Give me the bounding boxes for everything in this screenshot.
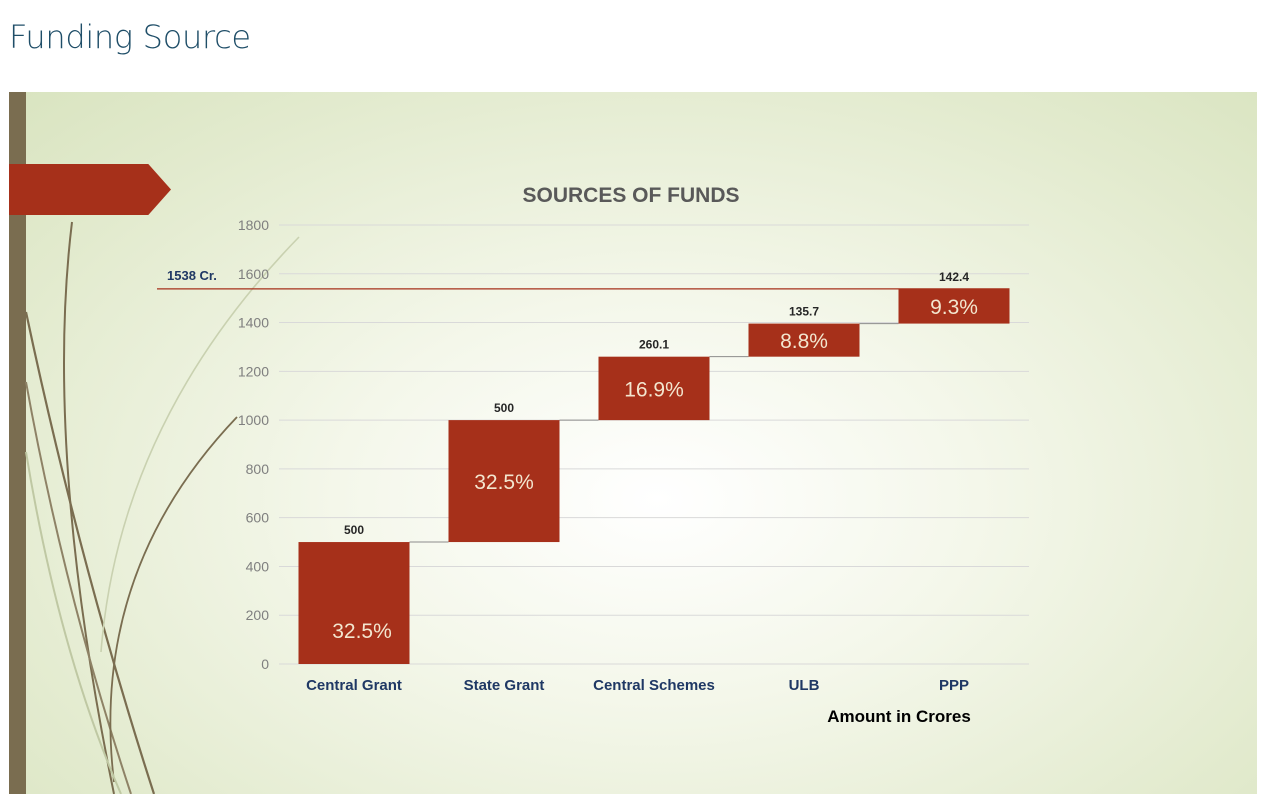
category-label: ULB	[789, 677, 820, 694]
percent-label: 9.3%	[930, 296, 978, 319]
value-label: 500	[494, 401, 514, 415]
category-label: Central Grant	[306, 677, 402, 694]
y-tick-label: 1400	[238, 315, 269, 331]
y-tick-label: 1000	[238, 412, 269, 428]
reference-line-label: 1538 Cr.	[167, 268, 217, 283]
waterfall-chart: SOURCES OF FUNDS 0 200 400 600 800 1000 1200 14…	[157, 184, 1029, 726]
percent-label: 16.9%	[624, 378, 684, 401]
decorative-swooshes	[24, 221, 300, 794]
percent-label: 32.5%	[332, 620, 392, 643]
x-axis-categories: Central Grant State Grant Central Schemes U…	[306, 677, 969, 694]
y-axis-ticks: 0 200 400 600 800 1000 1200 1400 1600 1800	[238, 217, 269, 672]
y-tick-label: 200	[246, 607, 270, 623]
value-label: 260.1	[639, 338, 669, 352]
bar	[298, 542, 410, 664]
y-tick-label: 1800	[238, 217, 269, 233]
flag-banner	[9, 164, 171, 215]
value-label: 500	[344, 523, 364, 537]
bar	[748, 323, 860, 357]
y-tick-label: 800	[246, 461, 270, 477]
value-label: 142.4	[939, 270, 969, 284]
reference-line-group: 1538 Cr.	[157, 268, 1010, 290]
y-tick-label: 0	[261, 656, 269, 672]
y-tick-label: 400	[246, 558, 270, 574]
category-label: State Grant	[464, 677, 545, 694]
connector-lines	[409, 323, 899, 543]
bar	[448, 420, 560, 543]
data-labels: 500 32.5% 500 32.5% 260.1 16.9% 135.7 8.8% 142.4…	[332, 270, 978, 643]
chart-title: SOURCES OF FUNDS	[522, 184, 739, 207]
bar	[598, 356, 710, 421]
slide-side-bar	[9, 92, 26, 794]
percent-label: 32.5%	[474, 471, 534, 494]
value-label: 135.7	[789, 305, 819, 319]
y-tick-label: 1600	[238, 266, 269, 282]
slide-panel: SOURCES OF FUNDS 0 200 400 600 800 1000 1200 14…	[9, 92, 1257, 794]
y-tick-label: 1200	[238, 363, 269, 379]
y-tick-label: 600	[246, 510, 270, 526]
category-label: Central Schemes	[593, 677, 715, 694]
bars	[298, 288, 1010, 664]
page-heading: Funding Source	[9, 18, 251, 56]
unit-label: Amount in Crores	[827, 707, 971, 726]
bar	[898, 288, 1010, 324]
percent-label: 8.8%	[780, 330, 828, 353]
category-label: PPP	[939, 677, 969, 694]
